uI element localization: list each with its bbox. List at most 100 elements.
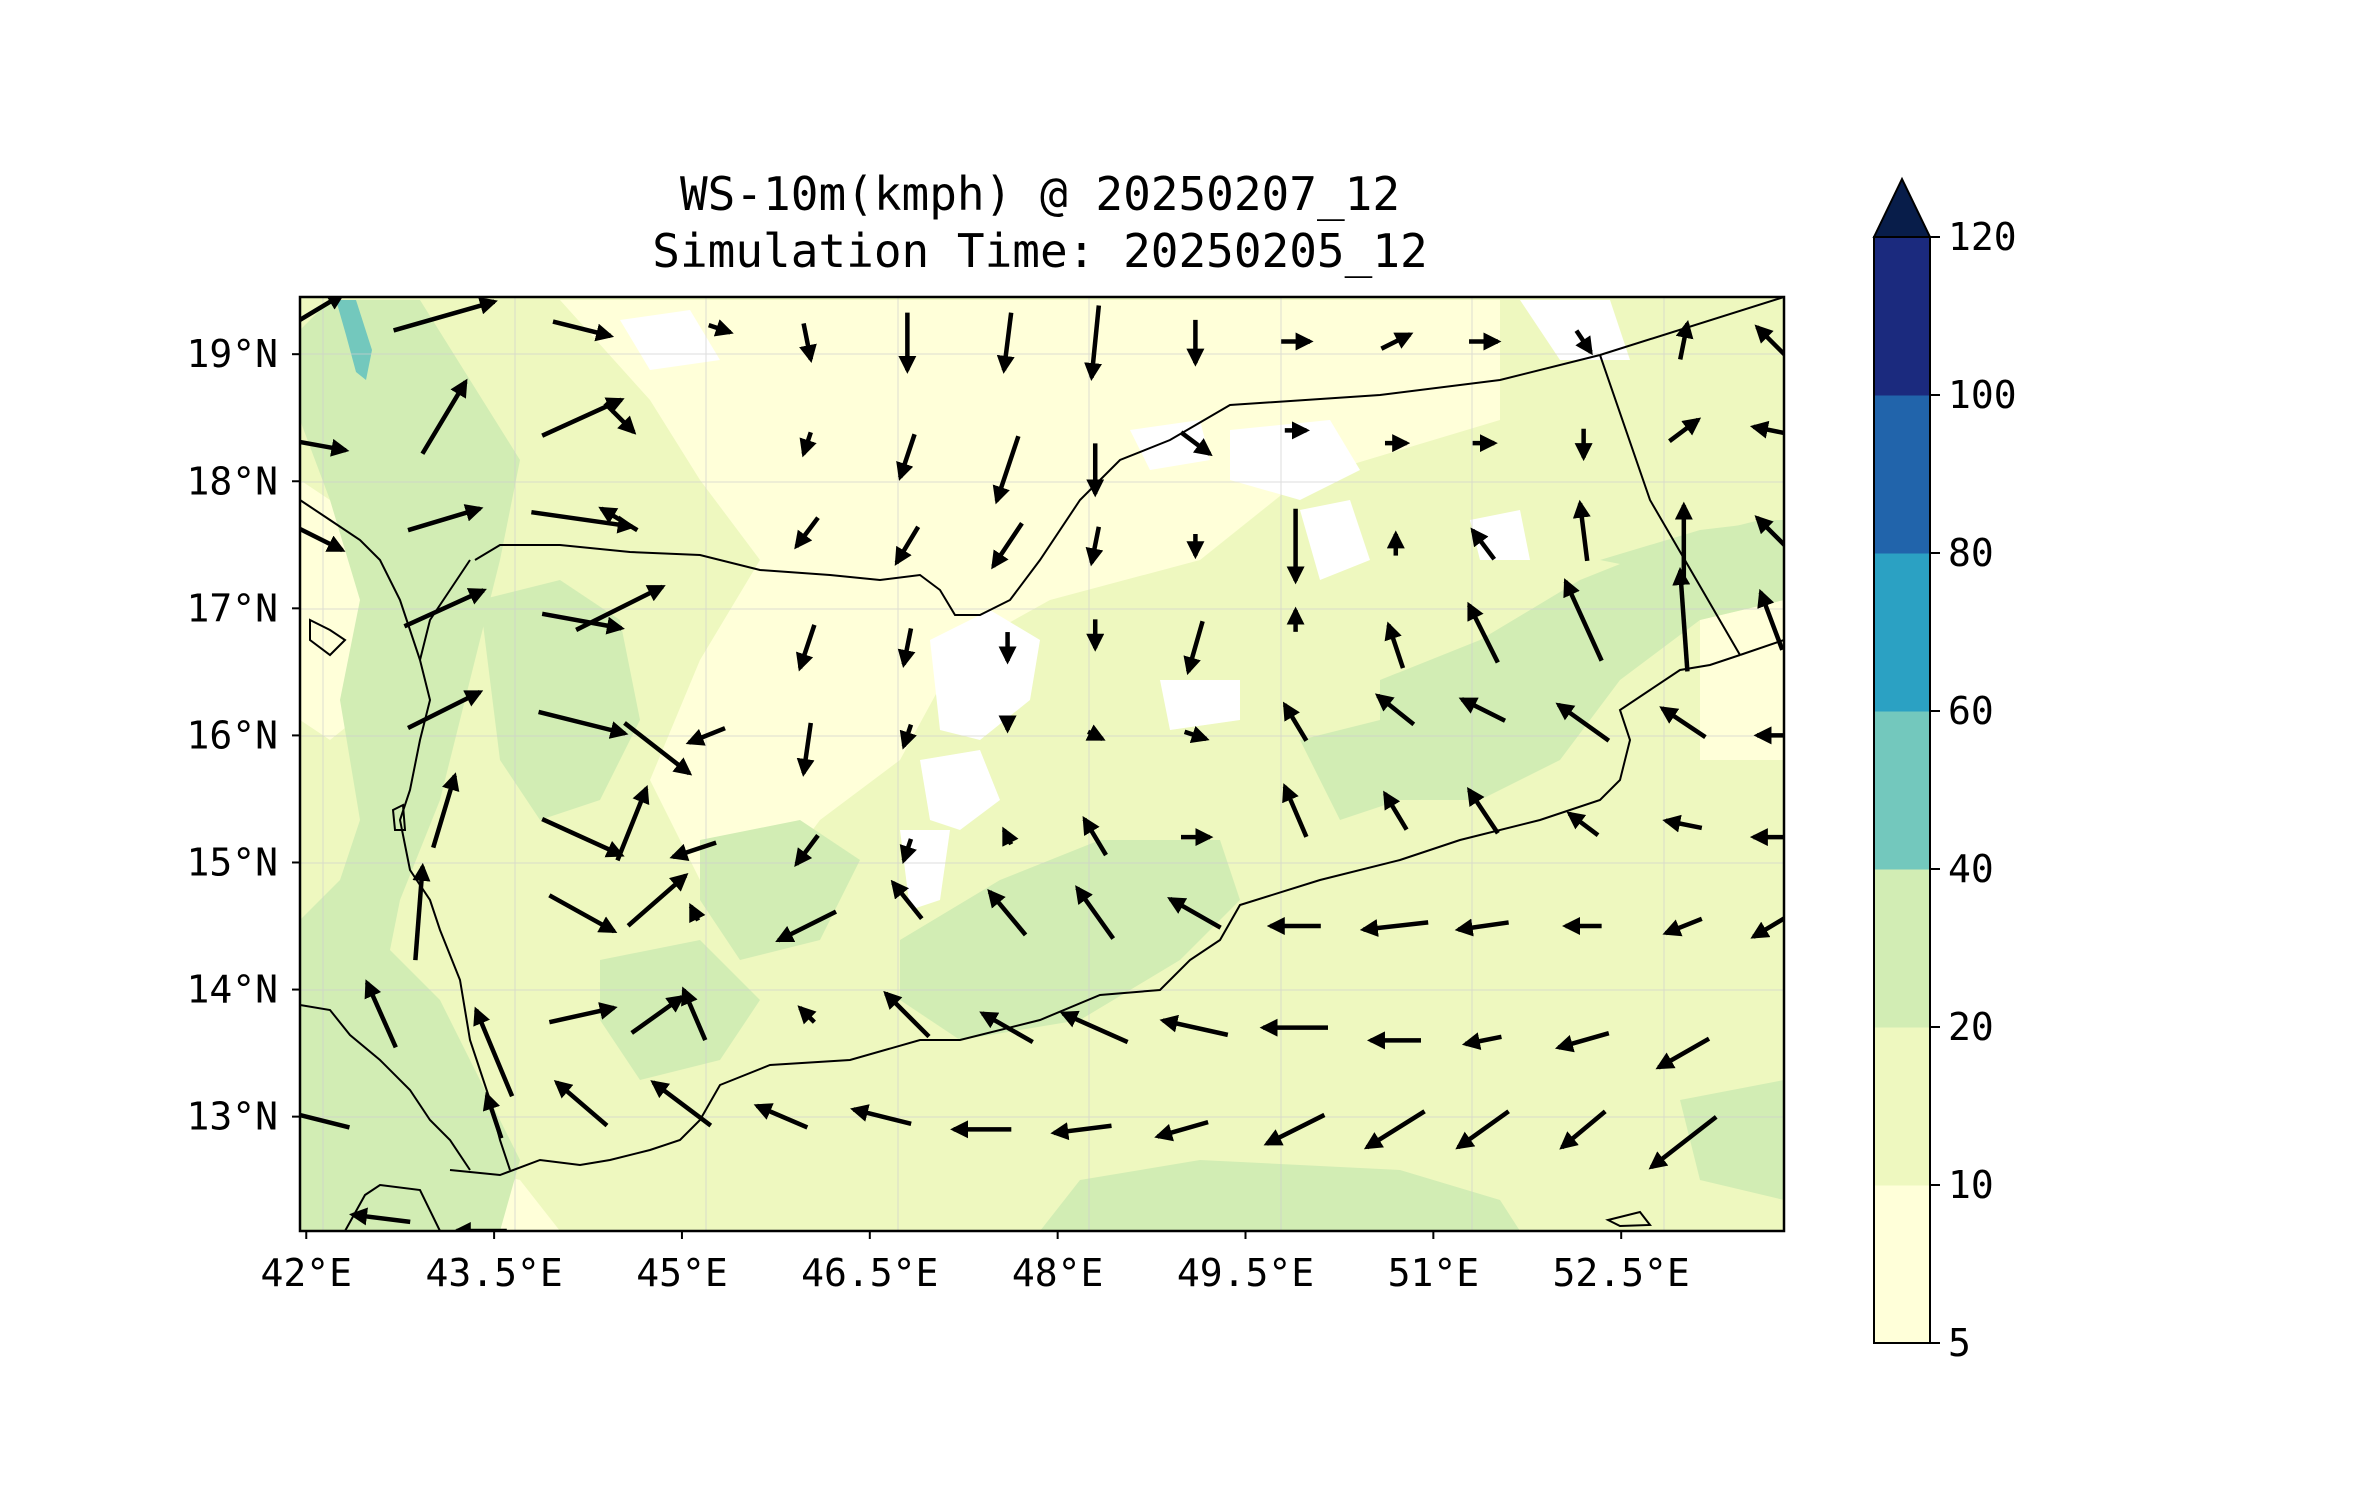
wind-vector-arrow: [300, 438, 350, 457]
colorbar-segment: [1874, 711, 1930, 870]
wind-vector-arrow: [1566, 811, 1600, 837]
wind-vector-arrow: [1461, 1032, 1502, 1050]
wind-vector-arrow: [1380, 332, 1414, 351]
wind-vector-arrow: [708, 319, 734, 337]
wind-vector-arrow: [685, 726, 726, 746]
yemen-south-coast: [449, 654, 1741, 1177]
wind-vector-arrow: [669, 840, 717, 861]
wind-vector-arrow: [992, 435, 1021, 505]
wind-vector-arrow: [548, 893, 618, 934]
wind-vector-arrow: [1050, 1122, 1112, 1141]
x-tick-label: 43.5°E: [425, 1251, 562, 1295]
island-2: [391, 803, 407, 831]
wind-vector-arrow: [1554, 1031, 1610, 1053]
wind-vector-arrow: [615, 785, 650, 862]
wind-vector-arrow: [541, 611, 625, 635]
wind-vector-arrow: [1363, 1109, 1426, 1150]
wind-vector-arrow: [1672, 567, 1691, 672]
y-tick-label: 18°N: [186, 459, 278, 503]
wind-vector-arrow: [1085, 526, 1104, 567]
wind-vector-arrow: [979, 1011, 1034, 1045]
colorbar-label: 60: [1948, 689, 1994, 733]
map-area[interactable]: [263, 294, 1789, 1231]
y-tick-label: 15°N: [186, 840, 278, 884]
wind-vector-arrow: [626, 873, 689, 928]
map-frame: [298, 295, 1786, 1233]
wind-vector-arrow: [1563, 578, 1604, 662]
wind-vector-arrow: [482, 1091, 504, 1139]
x-tick-label: 49.5°E: [1177, 1251, 1314, 1295]
wind-vector-arrow: [1359, 919, 1429, 937]
wind-vector-arrow: [890, 879, 924, 921]
wind-vector-arrow: [899, 838, 917, 864]
wind-vector-arrow: [1183, 725, 1210, 743]
gridlines: [300, 297, 1784, 1231]
x-tick-label: 42°E: [261, 1251, 353, 1295]
colorbar-label: 20: [1948, 1005, 1994, 1049]
wind-vector-arrow: [538, 709, 629, 739]
wind-vector-arrow: [1282, 701, 1309, 742]
wind-vector-arrow: [403, 588, 487, 629]
wind-vector-arrow: [894, 525, 921, 566]
y-tick-label: 17°N: [186, 586, 278, 630]
wind-vector-arrow: [1179, 430, 1213, 457]
wind-vector-arrow: [548, 1002, 618, 1025]
y-tick-label: 13°N: [186, 1095, 278, 1139]
wind-vector-arrow: [897, 628, 916, 668]
colorbar-label: 120: [1948, 215, 2017, 259]
colorbar-label: 100: [1948, 373, 2017, 417]
wind-vector-arrow: [996, 312, 1015, 374]
wind-vector-arrow: [794, 834, 820, 868]
colorbar-frame: [1873, 236, 1931, 1344]
wind-vector-arrow: [1059, 1010, 1129, 1045]
wind-vector-arrow: [623, 721, 693, 776]
x-tick-label: 46.5°E: [801, 1251, 938, 1295]
colorbar-segment: [1874, 1185, 1930, 1344]
title-line-1: WS-10m(kmph) @ 20250207_12: [680, 167, 1400, 221]
djibouti-coast: [344, 1183, 441, 1231]
wind-vector-arrow: [407, 689, 484, 731]
wind-vector-arrow: [896, 433, 917, 481]
wind-vector-arrow: [1648, 1115, 1718, 1170]
wind-vector-arrow: [796, 624, 817, 672]
x-tick-label: 51°E: [1388, 1251, 1480, 1295]
wind-vector-arrow: [1455, 1109, 1510, 1150]
wind-vector-arrow: [1467, 787, 1500, 835]
wind-vector-arrow: [794, 516, 820, 550]
colorbar: 5 10 20 40 60 80 100 120: [1872, 176, 2017, 1365]
wind-vector-arrow: [1154, 1119, 1209, 1142]
colorbar-segment: [1874, 395, 1930, 554]
colorbar-extend-arrow: [1872, 176, 1932, 238]
colorbar-label: 5: [1948, 1321, 1971, 1365]
wind-vector-arrow: [1470, 527, 1497, 561]
island-3: [1605, 1210, 1652, 1228]
wind-vector-arrow: [300, 1112, 351, 1130]
wind-vector-arrow: [412, 862, 431, 961]
wind-vector-arrow: [1001, 826, 1019, 847]
wind-vector-arrow: [899, 723, 917, 750]
colorbar-segment: [1874, 237, 1930, 396]
wind-vector-arrow: [300, 297, 346, 323]
wind-vector-arrow: [552, 319, 615, 342]
wind-vector-arrow: [1668, 417, 1702, 444]
wind-vector-arrow: [553, 1079, 609, 1128]
wind-vector-arrow: [431, 772, 460, 849]
wind-vector-arrow: [364, 979, 398, 1049]
wind-vector-arrow: [1559, 1109, 1607, 1150]
wind-vector-arrow: [1374, 693, 1416, 727]
wind-vector-arrow: [1467, 601, 1500, 664]
x-tick-label: 48°E: [1012, 1251, 1104, 1295]
wind-vector-arrow: [1084, 305, 1103, 382]
wind-vectors: [300, 297, 1784, 1231]
colorbar-label: 80: [1948, 531, 1994, 575]
wind-vector-arrow: [753, 1103, 809, 1130]
wind-vector-arrow: [541, 817, 625, 858]
red-sea-coast-yemen: [398, 559, 511, 1171]
wind-vector-arrow: [799, 323, 817, 364]
x-tick-label: 45°E: [636, 1251, 728, 1295]
wind-vector-arrow: [850, 1104, 912, 1127]
oman-coast: [1739, 639, 1784, 656]
colorbar-label: 40: [1948, 847, 1994, 891]
wind-vector-arrow: [1757, 588, 1784, 651]
